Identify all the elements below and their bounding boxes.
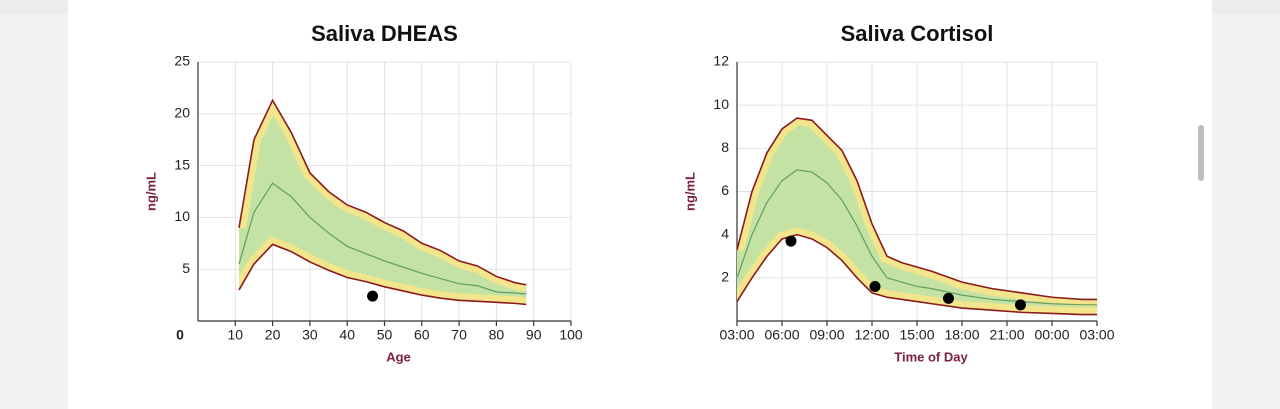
- x-tick-label: 06:00: [764, 327, 799, 343]
- y-tick-label: 10: [713, 96, 729, 112]
- x-tick-label: 70: [451, 327, 467, 343]
- x-tick-label: 09:00: [809, 327, 844, 343]
- x-tick-label: 03:00: [719, 327, 754, 343]
- y-tick-label: 2: [721, 269, 729, 285]
- y-tick-label: 5: [182, 260, 190, 276]
- x-tick-label: 80: [489, 327, 505, 343]
- data-point: [367, 290, 379, 302]
- data-point: [869, 280, 881, 292]
- series-line: [238, 182, 527, 295]
- x-tick-label: 100: [559, 327, 583, 343]
- data-point: [1015, 299, 1026, 311]
- x-tick-label: 03:00: [1079, 327, 1114, 343]
- x-tick-label: 30: [302, 327, 318, 343]
- x-tick-label: 90: [526, 327, 542, 343]
- y-tick-label: 4: [721, 225, 729, 241]
- series-line: [736, 117, 1097, 301]
- x-tick-label: 12:00: [854, 327, 889, 343]
- y-tick-label: 15: [174, 156, 190, 172]
- data-point: [785, 235, 797, 247]
- y-tick-label: 10: [174, 208, 190, 224]
- series-line: [736, 233, 1097, 316]
- x-axis-label: Age: [386, 349, 411, 364]
- x-tick-label: 21:00: [989, 327, 1024, 343]
- y-tick-label: 25: [174, 53, 190, 69]
- x-tick-label: 20: [265, 327, 281, 343]
- band: [737, 118, 1097, 315]
- x-tick-label: 00:00: [1034, 327, 1069, 343]
- x-tick-label: 10: [228, 327, 244, 343]
- y-tick-label: 6: [721, 182, 729, 198]
- y-tick-label: 8: [721, 139, 729, 155]
- y-tick-label: 20: [174, 105, 190, 121]
- x-axis-label: Time of Day: [894, 349, 968, 364]
- series-line: [238, 98, 527, 286]
- y-tick-label: 0: [176, 327, 184, 343]
- band: [239, 100, 527, 305]
- x-tick-label: 60: [414, 327, 430, 343]
- scrollbar[interactable]: [1198, 125, 1204, 181]
- x-tick-label: 18:00: [944, 327, 979, 343]
- x-tick-label: 15:00: [899, 327, 934, 343]
- chart-title: Saliva DHEAS: [311, 21, 458, 46]
- y-axis-label: ng/mL: [682, 172, 697, 211]
- x-tick-label: 40: [339, 327, 355, 343]
- series-line: [238, 243, 527, 306]
- data-point: [943, 292, 954, 304]
- chart-title: Saliva Cortisol: [841, 21, 994, 46]
- y-tick-label: 12: [713, 53, 729, 69]
- x-tick-label: 50: [377, 327, 393, 343]
- y-axis-label: ng/mL: [143, 172, 158, 211]
